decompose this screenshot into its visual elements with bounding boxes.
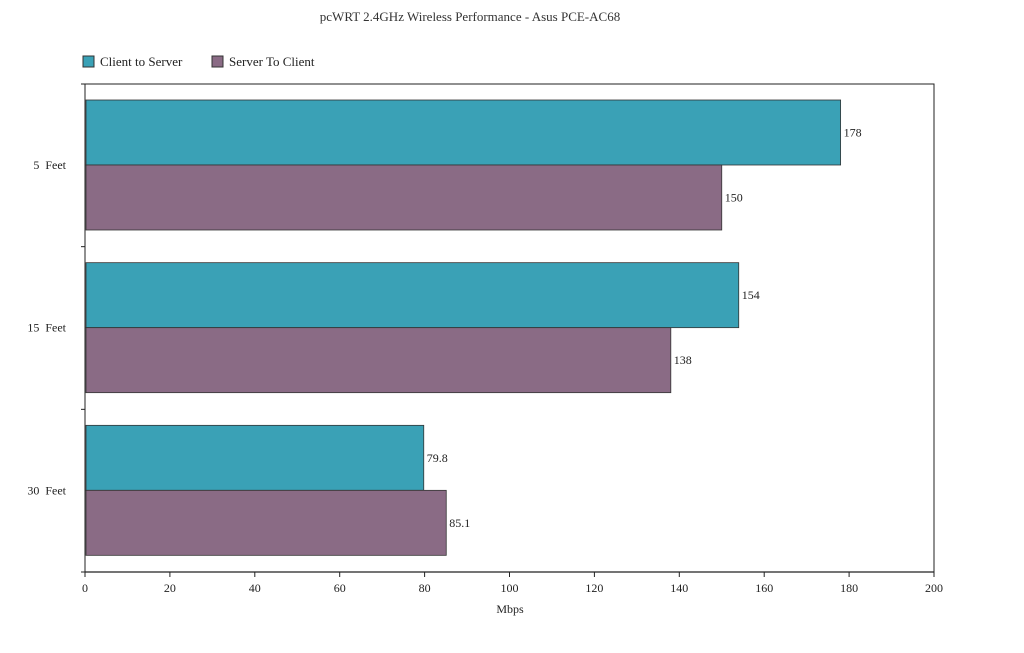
y-category-label-15-feet: 15 Feet xyxy=(27,321,66,335)
x-tick-label-60: 60 xyxy=(334,581,346,595)
bar-client-to-server-15-feet xyxy=(85,262,740,329)
x-tick-label-80: 80 xyxy=(419,581,431,595)
bars: 178 150 154 138 79.8 85.1 xyxy=(85,99,862,556)
data-label-server-to-client-5-feet: 150 xyxy=(725,191,743,205)
x-tick-label-120: 120 xyxy=(585,581,603,595)
bar-server-to-client-5-feet xyxy=(85,164,723,231)
x-axis: 0 20 40 60 80 100 120 140 160 180 200 xyxy=(82,571,943,595)
legend-swatch-client-to-server xyxy=(82,55,95,68)
data-label-client-to-server-5-feet: 178 xyxy=(844,126,862,140)
bar-client-to-server-5-feet xyxy=(85,99,842,166)
x-tick-label-200: 200 xyxy=(925,581,943,595)
legend-label-client-to-server: Client to Server xyxy=(100,54,183,69)
y-axis: 5 Feet 15 Feet 30 Feet xyxy=(27,83,85,573)
data-label-client-to-server-30-feet: 79.8 xyxy=(427,451,448,465)
x-tick-label-160: 160 xyxy=(755,581,773,595)
bar-server-to-client-15-feet xyxy=(85,327,672,394)
x-tick-label-180: 180 xyxy=(840,581,858,595)
x-tick-label-40: 40 xyxy=(249,581,261,595)
legend: Client to Server Server To Client xyxy=(82,54,315,69)
data-label-client-to-server-15-feet: 154 xyxy=(742,288,760,302)
data-label-server-to-client-30-feet: 85.1 xyxy=(449,516,470,530)
x-tick-label-20: 20 xyxy=(164,581,176,595)
legend-swatch-server-to-client xyxy=(211,55,224,68)
x-tick-label-100: 100 xyxy=(501,581,519,595)
data-label-server-to-client-15-feet: 138 xyxy=(674,353,692,367)
x-tick-label-0: 0 xyxy=(82,581,88,595)
x-axis-title: Mbps xyxy=(496,602,524,616)
x-tick-label-140: 140 xyxy=(670,581,688,595)
bar-server-to-client-30-feet xyxy=(85,489,447,556)
y-category-label-5-feet: 5 Feet xyxy=(33,158,66,172)
chart-title: pcWRT 2.4GHz Wireless Performance - Asus… xyxy=(320,9,620,24)
legend-label-server-to-client: Server To Client xyxy=(229,54,315,69)
bar-client-to-server-30-feet xyxy=(85,424,425,491)
y-category-label-30-feet: 30 Feet xyxy=(27,483,66,497)
